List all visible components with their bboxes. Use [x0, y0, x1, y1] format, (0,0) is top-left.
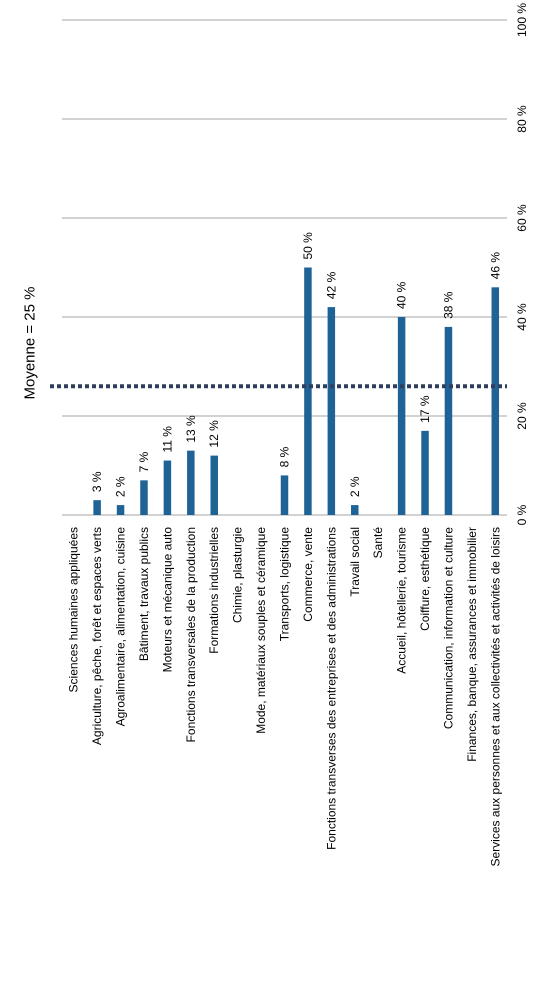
category-label: Finances, banque, assurances et immobili…: [465, 527, 479, 762]
data-label: 12 %: [207, 420, 221, 448]
bar: [351, 505, 359, 515]
y-tick-label: 60 %: [515, 204, 529, 232]
y-tick-label: 20 %: [515, 402, 529, 430]
data-label: 13 %: [184, 415, 198, 443]
grid-layer: [62, 19, 507, 516]
bar: [187, 450, 195, 515]
data-label: 2 %: [348, 476, 362, 497]
mean-label: Moyenne = 25 %: [22, 287, 39, 400]
bar: [491, 287, 500, 515]
tick-labels-layer: 0 % 20 % 40 % 60 % 80 % 100 %: [515, 3, 529, 526]
category-label: Accueil, hôtellerie, tourisme: [395, 527, 409, 674]
category-label: Chimie, plasturgie: [231, 527, 245, 623]
data-label: 3 %: [90, 471, 104, 492]
bar: [280, 475, 289, 515]
data-label: 50 %: [301, 232, 315, 260]
category-label: Bâtiment, travaux publics: [137, 527, 151, 661]
category-label: Services aux personnes et aux collectivi…: [488, 527, 502, 867]
category-label: Travail social: [348, 527, 362, 597]
bar: [327, 307, 336, 515]
category-label: Agroalimentaire, alimentation, cuisine: [114, 527, 128, 727]
data-label: 7 %: [137, 451, 151, 472]
bar: [397, 317, 406, 515]
category-label: Moteurs et mécanique auto: [160, 527, 174, 673]
bar: [116, 505, 125, 515]
data-label: 38 %: [441, 291, 455, 319]
bar: [444, 326, 453, 515]
data-label: 8 %: [278, 446, 292, 467]
bar: [163, 460, 172, 515]
bar: [304, 267, 312, 515]
data-label: 40 %: [395, 281, 409, 309]
category-label: Fonctions transversales de la production: [184, 527, 198, 742]
bars-layer: [93, 267, 500, 515]
category-label: Mode, matériaux souples et céramique: [254, 527, 268, 734]
y-tick-label: 100 %: [515, 3, 529, 37]
bar: [93, 500, 101, 515]
y-tick-label: 0 %: [515, 504, 529, 525]
y-tick-label: 40 %: [515, 303, 529, 331]
bar: [210, 455, 218, 515]
bar: [421, 430, 429, 515]
data-label: 17 %: [418, 395, 432, 423]
data-label: 46 %: [488, 252, 502, 280]
category-label: Formations industrielles: [207, 527, 221, 654]
category-labels-layer: Sciences humaines appliquées Agriculture,…: [67, 527, 503, 867]
bar: [140, 480, 148, 515]
category-label: Sciences humaines appliquées: [67, 527, 81, 692]
category-label: Commerce, vente: [301, 527, 315, 622]
category-label: Coiffure, esthétique: [418, 527, 432, 631]
category-label: Communication, information et culture: [441, 527, 455, 729]
category-label: Transports, logistique: [278, 527, 292, 642]
category-label: Agriculture, pêche, forêt et espaces ver…: [90, 527, 104, 745]
category-label: Santé: [371, 527, 385, 559]
y-tick-label: 80 %: [515, 105, 529, 133]
data-labels-layer: 3 % 2 % 7 % 11 % 13 % 12 % 8 % 50 % 42 % 2 % 40 % 1…: [90, 232, 502, 497]
data-label: 2 %: [114, 476, 128, 497]
data-label: 42 %: [324, 271, 338, 299]
category-label: Fonctions transverses des entreprises et…: [324, 527, 338, 850]
data-label: 11 %: [160, 426, 174, 453]
